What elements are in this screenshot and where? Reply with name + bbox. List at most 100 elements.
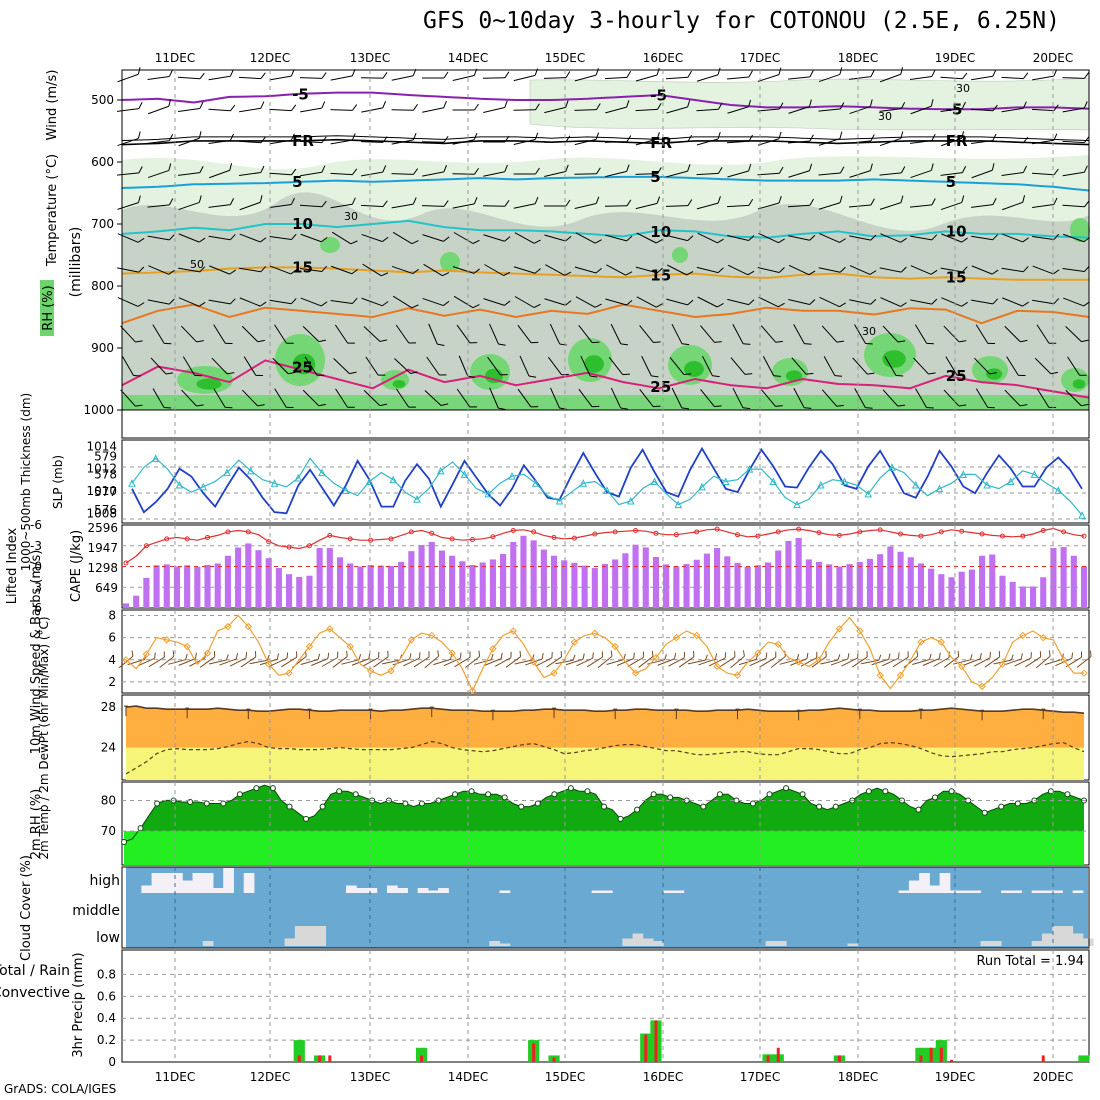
wind-barb [726,70,753,80]
wind-barb [788,163,813,178]
day-label-bottom: 17DEC [740,1070,780,1084]
wind-barb [1001,136,1029,144]
wind-barb [363,326,388,342]
li-marker [225,529,231,535]
dewpoint-area [126,747,1084,780]
slp-tick-1014: 1014 [86,439,117,453]
wind-barb [421,135,449,143]
cape-bar [632,544,639,608]
precip-conv-bar [328,1055,332,1062]
wind10-marker [407,636,416,644]
rh-blob-13 [1070,218,1090,242]
wind-barb [213,388,233,409]
wind-barb [241,389,265,407]
wind-barb [818,195,843,210]
wind-barb [426,356,447,376]
wind-barb [635,102,662,112]
li-marker [714,526,720,532]
rh-contour-label-3: 30 [956,82,970,95]
wind-barb [543,135,571,143]
wind-barb [395,324,417,344]
rh2m-axis-label: 2m RH (%) [29,789,44,860]
wind10-marker [224,622,232,631]
wind-barb [941,233,968,243]
day-label-bottom: 11DEC [155,1070,195,1084]
wind-barb [575,296,602,308]
wind-barb [117,166,143,176]
cape-bar [367,564,374,608]
rh2m-marker [915,806,922,813]
li-tick--6: -6 [30,518,42,532]
wind-barb [700,325,722,343]
thickness-marker [341,486,350,494]
wind10-marker [550,669,558,677]
li-marker [633,528,639,534]
wind-barb [238,72,266,80]
wind10-barb [270,652,289,667]
wind-barb [513,167,540,175]
wind-barb [605,234,633,242]
rh2m-marker [650,791,657,798]
temp2m-minmax [124,705,128,717]
wind-barb [483,100,508,113]
precip-conv-bar [532,1043,536,1062]
wind-barb [514,296,541,308]
wind-barb [696,102,723,112]
isotherm-5 [121,175,1090,192]
cape-bar [815,561,823,608]
cloud-high-bar [1052,890,1063,893]
wind10-marker [815,656,823,664]
day-label-bottom: 20DEC [1033,1070,1073,1084]
rh2m-marker [286,803,293,810]
thickness-marker [199,482,208,491]
wind-barb [727,235,755,241]
li-marker [653,530,659,536]
rh2m-marker [634,806,641,813]
rh2m-marker [932,794,939,801]
cloud-low-bar [499,943,511,946]
wind-barb [147,133,174,144]
wind10-barb [1055,652,1074,667]
isotherm-label--5-0: -5 [292,85,309,103]
wind-barb [270,265,297,275]
wind-barb [330,297,358,305]
li-marker [592,531,598,537]
rh2m-marker [865,788,872,795]
rh-shade-mid [122,192,1089,410]
rh-core-6 [785,370,803,382]
thickness-marker [175,480,184,489]
wind-barb [269,233,297,241]
temp2m-minmax [429,706,434,718]
wind10-barb [1025,651,1042,668]
cloud-low-bar [642,938,654,946]
isotherm-label-5-2: 5 [946,173,956,191]
wind-barb [757,267,785,273]
wind-barb [975,388,995,409]
wind-barb [666,164,691,178]
cape-axis-label: CAPE (J/kg) [69,530,84,602]
isotherm-label-5-0: 5 [292,173,302,191]
wind-barb [879,101,906,112]
thickness-tick-578: 578 [94,467,117,481]
cloud-low-bar [765,941,777,946]
wind10-marker [428,631,436,640]
wind-barb [604,70,632,80]
wind-barb [727,99,752,114]
cape-bar [999,575,1006,608]
thickness-marker [365,477,374,485]
wind-barb [849,163,873,178]
wind-barb [578,388,600,408]
wind-barb [178,195,202,211]
wind-barb [971,298,999,305]
wind-barb [574,103,601,111]
temp2m-minmax [857,708,862,720]
wind-barb [391,133,417,145]
precip-conv-bar [318,1055,322,1062]
wind-barb [880,297,907,307]
wind-barb [819,296,846,308]
wind10-marker [733,671,742,680]
wind-barb [484,264,511,276]
wind-barb [489,323,506,346]
wind10-marker [529,658,538,666]
precip-conv-bar [950,1059,954,1062]
